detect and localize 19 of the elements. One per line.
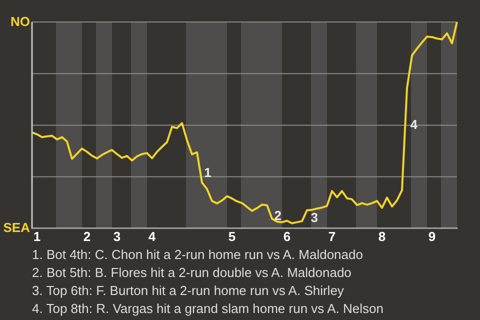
x-tick-label: 5 (228, 228, 236, 244)
x-tick-label: 4 (148, 228, 156, 244)
text: 2. Bot 5th: B. Flores hit a 2-run double vs A. Maldonado (32, 264, 352, 282)
x-tick-label: 7 (328, 228, 336, 244)
annotation: 2 (274, 207, 282, 226)
annotation: 1 (204, 164, 212, 182)
annotation: 3 (310, 209, 318, 228)
text: 4. Top 8th: R. Vargas hit a grand slam home run vs A. Nelson (32, 300, 384, 318)
text: SEA (2, 219, 30, 238)
text: 3. Top 6th: F. Burton hit a 2-run home run vs A. Shirley (32, 282, 345, 300)
annotation: 4 (410, 116, 418, 134)
x-tick-label: 1 (33, 228, 41, 244)
x-tick-label: 2 (83, 228, 91, 244)
x-tick-label: 6 (283, 228, 291, 244)
x-tick-label: 9 (428, 228, 436, 244)
x-tick-label: 3 (113, 228, 121, 244)
text: 1. Bot 4th: C. Chon hit a 2-run home run vs A. Maldonado (32, 246, 364, 264)
x-tick-label: 8 (378, 228, 386, 244)
text: NO (10, 13, 30, 31)
